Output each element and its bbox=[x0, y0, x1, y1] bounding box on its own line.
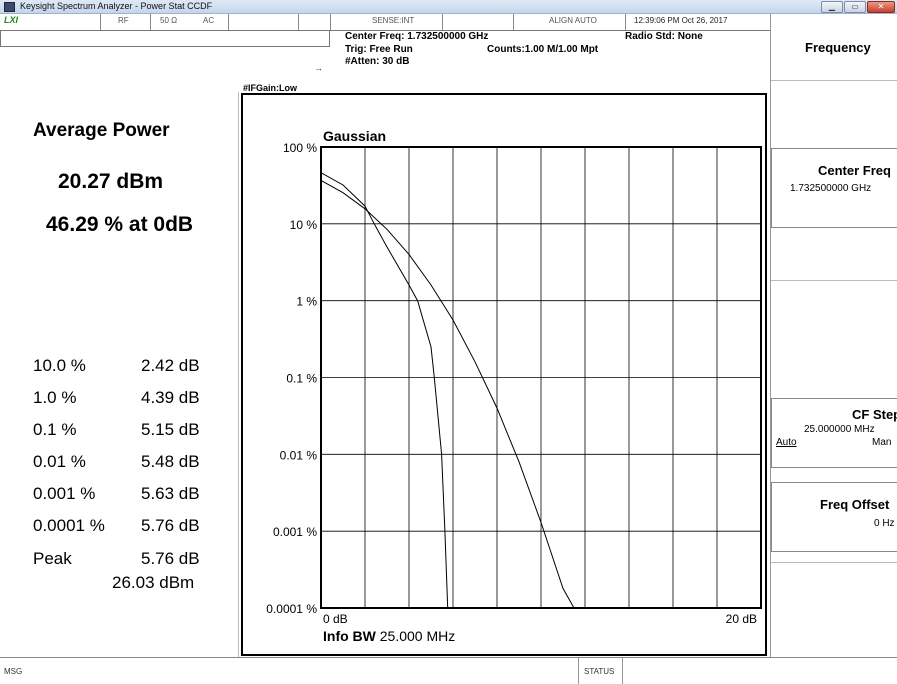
close-button[interactable]: ✕ bbox=[867, 1, 895, 13]
app-icon bbox=[4, 2, 15, 12]
window-titlebar: Keysight Spectrum Analyzer - Power Stat … bbox=[0, 0, 897, 14]
stat-label: 0.0001 % bbox=[33, 516, 105, 535]
atten-readout: #Atten: 30 dB bbox=[345, 56, 410, 67]
cf-step-softkey-label: CF Step bbox=[852, 407, 897, 422]
stat-label: 1.0 % bbox=[33, 388, 77, 407]
minimize-icon: ▁ bbox=[828, 2, 836, 11]
stat-value: 5.48 dB bbox=[141, 452, 200, 471]
status-divider bbox=[298, 14, 299, 30]
info-bw-label: Info BW 25.000 MHz bbox=[323, 628, 455, 644]
stat-label: 0.01 % bbox=[33, 452, 86, 471]
ccdf-graph-panel: 100 % 10 % 1 % 0.1 % 0.01 % 0.001 % 0.0001 % 0 … bbox=[241, 93, 767, 656]
freq-offset-softkey-value: 0 Hz bbox=[874, 518, 895, 529]
ccdf-chart: 100 % 10 % 1 % 0.1 % 0.01 % 0.001 % 0.0001 % 0 … bbox=[266, 128, 762, 644]
stat-label-peak: Peak bbox=[33, 549, 72, 568]
window-title: Keysight Spectrum Analyzer - Power Stat … bbox=[20, 1, 213, 11]
status-divider bbox=[622, 658, 623, 684]
ifgain-readout: #IFGain:Low bbox=[243, 83, 297, 93]
results-panel: Average Power 20.27 dBm 46.29 % at 0dB 1… bbox=[0, 92, 239, 657]
y-tick-label: 0.01 % bbox=[280, 448, 318, 462]
ccdf-curve-gaussian bbox=[320, 179, 575, 609]
cf-step-softkey-value: 25.000000 MHz bbox=[804, 424, 875, 435]
maximize-icon: ▭ bbox=[851, 2, 859, 11]
x-tick-label: 0 dB bbox=[323, 612, 348, 626]
status-divider bbox=[228, 14, 229, 30]
minimize-button[interactable]: ▁ bbox=[821, 1, 843, 13]
cf-step-auto-option[interactable]: Auto bbox=[776, 437, 797, 448]
center-freq-softkey[interactable]: Center Freq 1.732500000 GHz bbox=[771, 148, 897, 228]
align-indicator: ALIGN AUTO bbox=[549, 16, 597, 25]
ccdf-curve-measured bbox=[320, 172, 519, 609]
average-power-percent: 46.29 % at 0dB bbox=[46, 213, 194, 236]
peak-power-dbm: 26.03 dBm bbox=[112, 573, 195, 592]
y-tick-label: 0.001 % bbox=[273, 525, 317, 539]
status-divider bbox=[578, 658, 579, 684]
cf-step-man-option[interactable]: Man bbox=[872, 437, 892, 448]
menu-title: Frequency bbox=[805, 40, 871, 55]
chart-title: Gaussian bbox=[323, 128, 386, 144]
sense-indicator: SENSE:INT bbox=[372, 16, 415, 25]
average-power-title: Average Power bbox=[33, 120, 170, 141]
center-freq-readout: Center Freq: 1.732500000 GHz bbox=[345, 31, 489, 42]
trigger-arrow-icon: → bbox=[314, 63, 323, 73]
trigger-readout: Trig: Free Run bbox=[345, 44, 413, 55]
y-tick-label: 100 % bbox=[283, 141, 317, 155]
y-tick-label: 0.1 % bbox=[286, 372, 317, 386]
status-divider bbox=[150, 14, 151, 30]
stat-label: 0.001 % bbox=[33, 484, 96, 503]
stat-value: 5.76 dB bbox=[141, 516, 200, 535]
center-freq-softkey-label: Center Freq bbox=[818, 163, 891, 178]
info-bw-label-bold: Info BW bbox=[323, 628, 380, 644]
status-divider bbox=[442, 14, 443, 30]
freq-offset-softkey[interactable]: Freq Offset 0 Hz bbox=[771, 482, 897, 552]
impedance-indicator: 50 Ω bbox=[160, 16, 178, 25]
stat-value: 2.42 dB bbox=[141, 356, 200, 375]
y-tick-label: 0.0001 % bbox=[266, 602, 317, 616]
bottom-status-bar: MSG STATUS bbox=[0, 657, 897, 684]
message-box bbox=[0, 30, 330, 47]
radio-std-readout: Radio Std: None bbox=[625, 31, 703, 42]
softkey-divider bbox=[771, 562, 897, 563]
status-divider bbox=[330, 14, 331, 30]
y-tick-label: 1 % bbox=[296, 295, 317, 309]
status-label: STATUS bbox=[584, 667, 615, 676]
status-underline bbox=[0, 30, 770, 31]
timestamp: 12:39:06 PM Oct 26, 2017 bbox=[634, 16, 728, 25]
softkey-panel: Frequency Center Freq 1.732500000 GHz CF… bbox=[770, 14, 897, 657]
cf-step-softkey[interactable]: CF Step 25.000000 MHz Auto Man bbox=[771, 398, 897, 468]
y-tick-label: 10 % bbox=[290, 218, 318, 232]
freq-offset-softkey-label: Freq Offset bbox=[820, 497, 890, 512]
maximize-button[interactable]: ▭ bbox=[844, 1, 866, 13]
softkey-divider bbox=[771, 80, 897, 81]
coupling-indicator: AC bbox=[203, 16, 215, 25]
average-power-value: 20.27 dBm bbox=[58, 170, 164, 193]
info-bw-value: 25.000 MHz bbox=[380, 628, 455, 644]
stat-label: 0.1 % bbox=[33, 420, 77, 439]
counts-readout: Counts:1.00 M/1.00 Mpt bbox=[487, 44, 599, 55]
stat-value: 5.15 dB bbox=[141, 420, 200, 439]
stat-label: 10.0 % bbox=[33, 356, 86, 375]
status-divider bbox=[625, 14, 626, 30]
status-divider bbox=[513, 14, 514, 30]
softkey-divider bbox=[771, 280, 897, 281]
close-icon: ✕ bbox=[877, 2, 885, 11]
stat-value-peak: 5.76 dB bbox=[141, 549, 200, 568]
stat-value: 4.39 dB bbox=[141, 388, 200, 407]
stat-value: 5.63 dB bbox=[141, 484, 200, 503]
center-freq-softkey-value: 1.732500000 GHz bbox=[790, 183, 872, 194]
rf-input-indicator: RF bbox=[118, 16, 129, 25]
status-divider bbox=[100, 14, 101, 30]
lxi-logo: LXI bbox=[4, 15, 19, 25]
msg-label: MSG bbox=[4, 667, 23, 676]
x-tick-label: 20 dB bbox=[726, 612, 757, 626]
